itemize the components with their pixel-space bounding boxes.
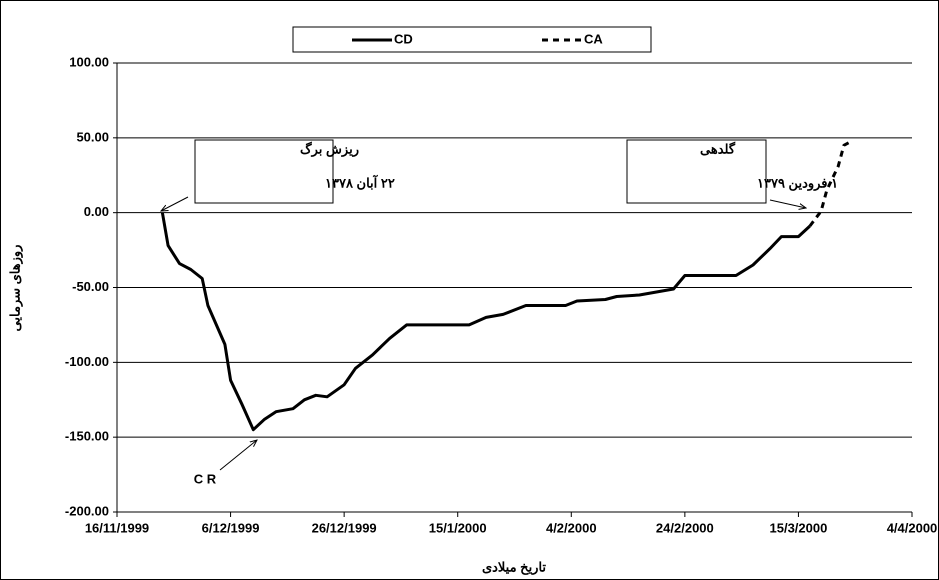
annotation: گلدهی [700, 140, 736, 156]
y-tick-label: 0.00 [84, 204, 109, 219]
x-tick-label: 16/11/1999 [85, 520, 149, 535]
x-tick-label: 4/2/2000 [546, 520, 597, 535]
x-tick-label: 4/4/2000 [887, 520, 938, 535]
y-tick-label: -200.00 [65, 503, 109, 518]
annotation-box [194, 139, 334, 204]
x-tick-label: 15/1/2000 [429, 520, 487, 535]
annotation: C R [194, 471, 217, 486]
annotation: ۲۲ آبان ۱۳۷۸ [325, 174, 395, 190]
arrow [161, 196, 189, 211]
y-tick-label: -150.00 [65, 429, 109, 444]
legend-label: CD [394, 31, 413, 46]
x-axis-label: تاریخ میلادی [482, 559, 546, 575]
arrow [769, 199, 806, 208]
y-tick-label: -100.00 [65, 354, 109, 369]
y-tick-label: 50.00 [76, 129, 109, 144]
x-tick-label: 6/12/1999 [202, 520, 260, 535]
series-line [160, 212, 811, 432]
annotation-box [626, 139, 767, 204]
annotation: ۱ فرودین ۱۳۷۹ [757, 175, 838, 191]
y-axis-label: روزهای سرمایی [7, 245, 23, 332]
x-tick-label: 24/2/2000 [656, 520, 714, 535]
legend-label: CA [584, 31, 603, 46]
y-tick-label: -50.00 [72, 279, 109, 294]
x-tick-label: 26/12/1999 [312, 520, 377, 535]
arrow [219, 440, 257, 471]
x-tick-label: 15/3/2000 [770, 520, 828, 535]
annotation: ریزش برگ [300, 140, 359, 157]
y-tick-label: 100.00 [69, 54, 109, 69]
series-line [808, 140, 851, 228]
